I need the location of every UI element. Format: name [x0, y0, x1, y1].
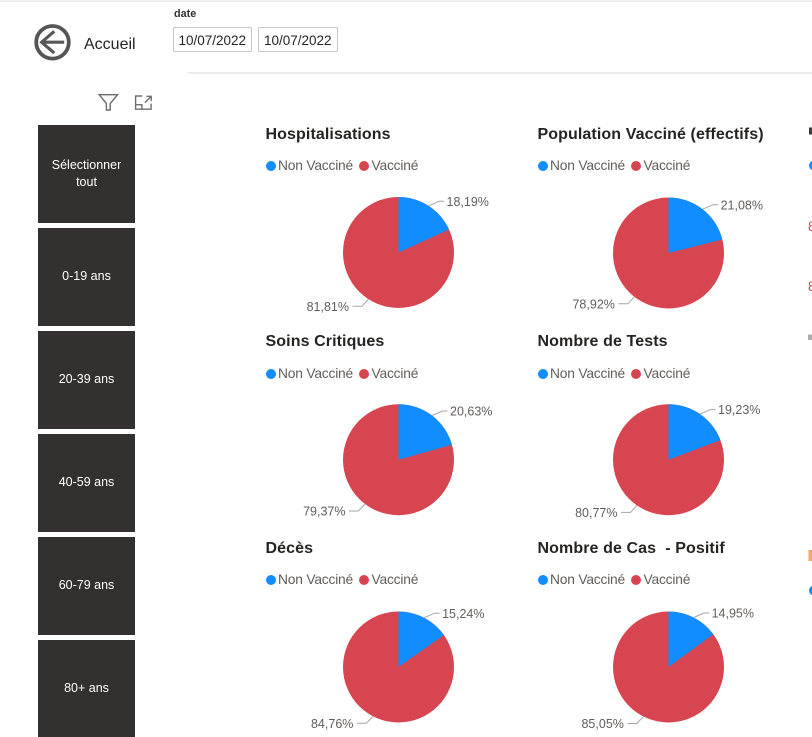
svg-text:8: 8: [808, 279, 812, 294]
svg-text:20,63%: 20,63%: [450, 405, 492, 419]
svg-text:84,76%: 84,76%: [311, 717, 353, 731]
svg-text:81,81%: 81,81%: [307, 300, 349, 314]
svg-text:80,77%: 80,77%: [575, 506, 617, 520]
svg-text:21,08%: 21,08%: [721, 198, 763, 212]
svg-text:15,24%: 15,24%: [442, 607, 484, 621]
svg-text:14,95%: 14,95%: [712, 607, 754, 621]
svg-text:19,23%: 19,23%: [718, 403, 760, 417]
svg-text:85,05%: 85,05%: [581, 717, 623, 731]
svg-text:8: 8: [808, 219, 812, 234]
svg-text:18,19%: 18,19%: [447, 195, 489, 209]
svg-text:78,92%: 78,92%: [572, 297, 614, 311]
svg-text:79,37%: 79,37%: [303, 505, 345, 519]
